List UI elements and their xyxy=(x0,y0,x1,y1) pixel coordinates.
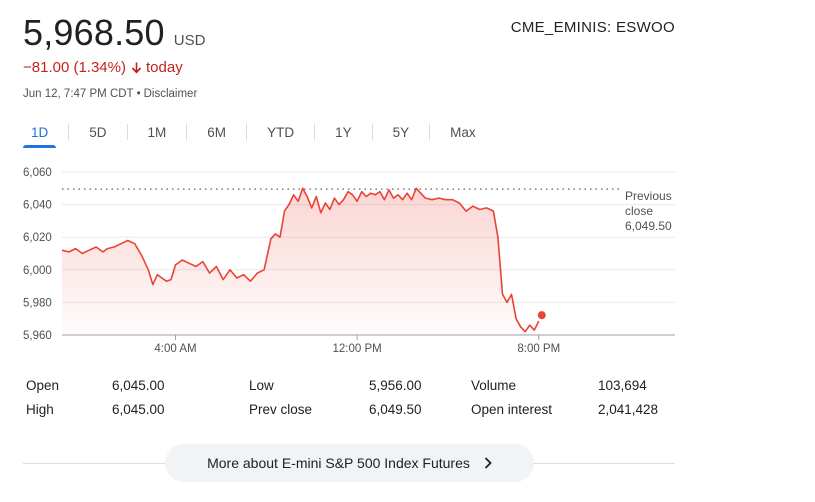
price-chart: 6,060 6,040 6,020 6,000 5,980 5,960 Previousc… xyxy=(23,167,675,355)
down-arrow-icon xyxy=(131,62,142,74)
disclaimer-link[interactable]: Disclaimer xyxy=(143,88,198,100)
stat-value-open-interest: 2,041,428 xyxy=(598,402,659,417)
y-tick-label: 5,980 xyxy=(23,297,52,309)
x-tick-label: 4:00 AM xyxy=(154,343,196,355)
tab-separator xyxy=(186,124,188,140)
previous-close-label-1: Previous xyxy=(625,189,672,203)
timestamp-line: Jun 12, 7:47 PM CDT • Disclaimer xyxy=(23,88,197,100)
stat-label-volume: Volume xyxy=(471,378,517,393)
x-tick-label: 12:00 PM xyxy=(333,343,382,355)
tab-separator xyxy=(126,124,128,140)
stat-value-prev-close: 6,049.50 xyxy=(369,402,422,417)
tab-separator xyxy=(314,124,316,140)
stat-label-prev-close: Prev close xyxy=(249,402,313,417)
stat-label-open-interest: Open interest xyxy=(471,402,553,417)
tab-ytd[interactable]: YTD xyxy=(267,124,295,140)
y-tick-label: 6,020 xyxy=(23,232,52,244)
price-area xyxy=(62,188,539,335)
chevron-right-icon xyxy=(484,457,492,469)
stat-value-high: 6,045.00 xyxy=(112,402,165,417)
separator: • xyxy=(136,88,141,100)
y-tick-label: 6,040 xyxy=(23,200,52,212)
tab-1m[interactable]: 1M xyxy=(147,124,167,140)
current-price: 5,968.50 xyxy=(23,12,165,53)
tab-max[interactable]: Max xyxy=(450,124,476,140)
tab-separator xyxy=(371,124,373,140)
stat-label-high: High xyxy=(26,402,54,417)
current-price-dot xyxy=(537,311,546,320)
tab-separator xyxy=(246,124,248,140)
previous-close-value: 6,049.50 xyxy=(625,219,672,233)
tab-1d[interactable]: 1D xyxy=(23,116,57,148)
range-tabs: 1D 5D 1M 6M YTD 1Y 5Y Max xyxy=(23,116,484,148)
ticker-symbol: CME_EMINIS: ESWOO xyxy=(510,19,675,36)
stat-value-open: 6,045.00 xyxy=(112,378,165,393)
currency-label: USD xyxy=(173,32,206,49)
x-tick-label: 8:00 PM xyxy=(517,343,560,355)
timestamp: Jun 12, 7:47 PM CDT xyxy=(23,88,134,100)
stat-value-low: 5,956.00 xyxy=(369,378,422,393)
tab-5d[interactable]: 5D xyxy=(89,124,107,140)
tab-6m[interactable]: 6M xyxy=(207,124,227,140)
price-change: −81.00 (1.34%) today xyxy=(23,59,183,76)
tab-separator xyxy=(68,124,70,140)
y-tick-label: 5,960 xyxy=(23,330,52,342)
more-about-button[interactable]: More about E-mini S&P 500 Index Futures xyxy=(165,444,534,482)
tab-1y[interactable]: 1Y xyxy=(335,124,352,140)
y-tick-label: 6,000 xyxy=(23,265,52,277)
y-tick-label: 6,060 xyxy=(23,167,52,179)
stat-label-low: Low xyxy=(249,378,274,393)
quote-header: 5,968.50 USD xyxy=(23,12,205,54)
stat-label-open: Open xyxy=(26,378,60,393)
change-value: −81.00 (1.34%) xyxy=(23,59,126,76)
change-period: today xyxy=(146,59,183,76)
tab-separator xyxy=(429,124,431,140)
tab-5y[interactable]: 5Y xyxy=(392,124,410,140)
stat-value-volume: 103,694 xyxy=(598,378,647,393)
previous-close-label-2: close xyxy=(625,204,653,218)
more-about-label: More about E-mini S&P 500 Index Futures xyxy=(207,455,470,471)
price-line xyxy=(61,187,540,333)
